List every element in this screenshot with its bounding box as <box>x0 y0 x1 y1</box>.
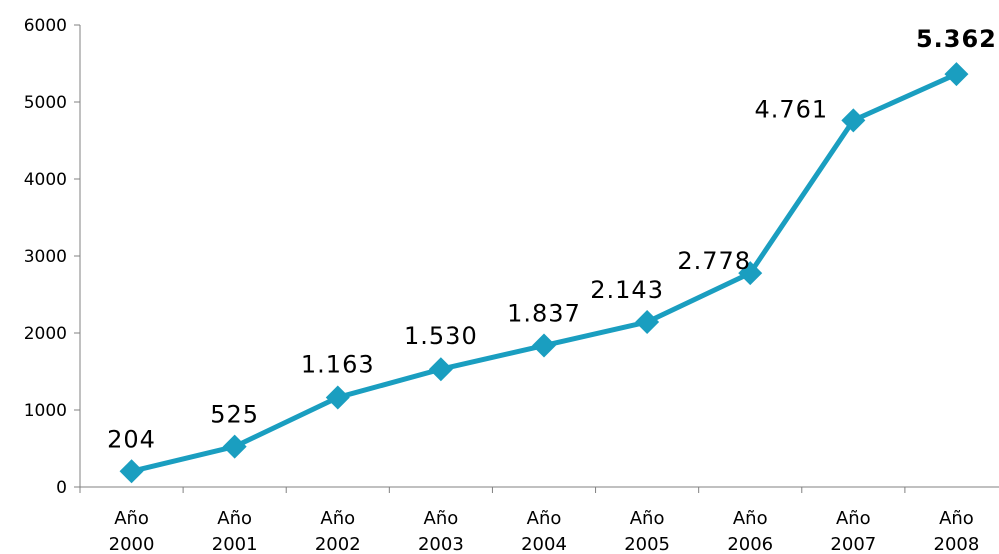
x-tick-label-line1: Año <box>320 508 355 529</box>
data-labels: 204 525 1.163 1.530 1.837 2.143 2.778 4.761 5.36… <box>107 25 997 453</box>
x-tick-label: Año 2007 <box>830 508 876 554</box>
x-tick-label: Año 2001 <box>212 508 258 554</box>
x-tick-label: Año 2008 <box>934 508 980 554</box>
x-tick-label: Año 2003 <box>418 508 464 554</box>
data-label: 2.778 <box>677 247 751 275</box>
y-tick-label: 0 <box>56 478 67 498</box>
data-label: 1.163 <box>301 350 375 378</box>
y-tick-label: 1000 <box>24 401 67 421</box>
data-label: 5.362 <box>916 25 997 53</box>
y-tick-label: 4000 <box>24 170 67 190</box>
x-tick-label: Año 2000 <box>109 508 155 554</box>
x-tick-label-line2: 2001 <box>212 534 258 554</box>
x-tick-label: Año 2004 <box>521 508 567 554</box>
data-point-marker <box>119 459 144 484</box>
axes <box>74 24 999 493</box>
x-tick-label-line1: Año <box>733 508 768 529</box>
x-tick-label-line1: Año <box>527 508 562 529</box>
x-tick-label-line2: 2008 <box>934 534 980 554</box>
x-tick-label-line1: Año <box>217 508 252 529</box>
data-point-marker <box>222 434 247 459</box>
data-point-marker <box>841 108 866 133</box>
y-tick-label: 5000 <box>24 93 67 113</box>
x-tick-label-line2: 2005 <box>624 534 670 554</box>
data-label: 2.143 <box>590 276 664 304</box>
y-tick-label: 3000 <box>24 247 67 267</box>
x-tick-label-line1: Año <box>114 508 149 529</box>
data-point-marker <box>635 309 660 334</box>
x-tick-label-line2: 2004 <box>521 534 567 554</box>
data-point-marker <box>428 357 453 382</box>
x-tick-label-line1: Año <box>836 508 871 529</box>
x-tick-label-line2: 2007 <box>830 534 876 554</box>
x-tick-label: Año 2005 <box>624 508 670 554</box>
data-markers <box>119 62 969 484</box>
x-tick-label-line1: Año <box>424 508 459 529</box>
x-tick-label-line2: 2006 <box>727 534 773 554</box>
data-label: 204 <box>107 425 156 453</box>
x-tick-label-line2: 2000 <box>109 534 155 554</box>
data-label: 1.530 <box>404 322 478 350</box>
x-tick-label-line2: 2002 <box>315 534 361 554</box>
data-point-marker <box>738 261 763 286</box>
data-point-marker <box>325 385 350 410</box>
x-tick-label: Año 2006 <box>727 508 773 554</box>
x-tick-label-line1: Año <box>630 508 665 529</box>
data-label: 525 <box>210 401 259 429</box>
x-tick-labels: Año 2000 Año 2001 Año 2002 Año 2003 Año 2004 Año 20… <box>109 508 980 554</box>
data-label: 4.761 <box>754 95 828 123</box>
y-tick-label: 6000 <box>24 16 67 36</box>
x-tick-label-line1: Año <box>939 508 974 529</box>
y-tick-labels: 0 1000 2000 3000 4000 5000 6000 <box>24 16 67 498</box>
data-point-marker <box>944 62 969 87</box>
x-tick-label-line2: 2003 <box>418 534 464 554</box>
x-tick-label: Año 2002 <box>315 508 361 554</box>
y-tick-label: 2000 <box>24 324 67 344</box>
data-point-marker <box>532 333 556 358</box>
data-label: 1.837 <box>507 300 581 328</box>
